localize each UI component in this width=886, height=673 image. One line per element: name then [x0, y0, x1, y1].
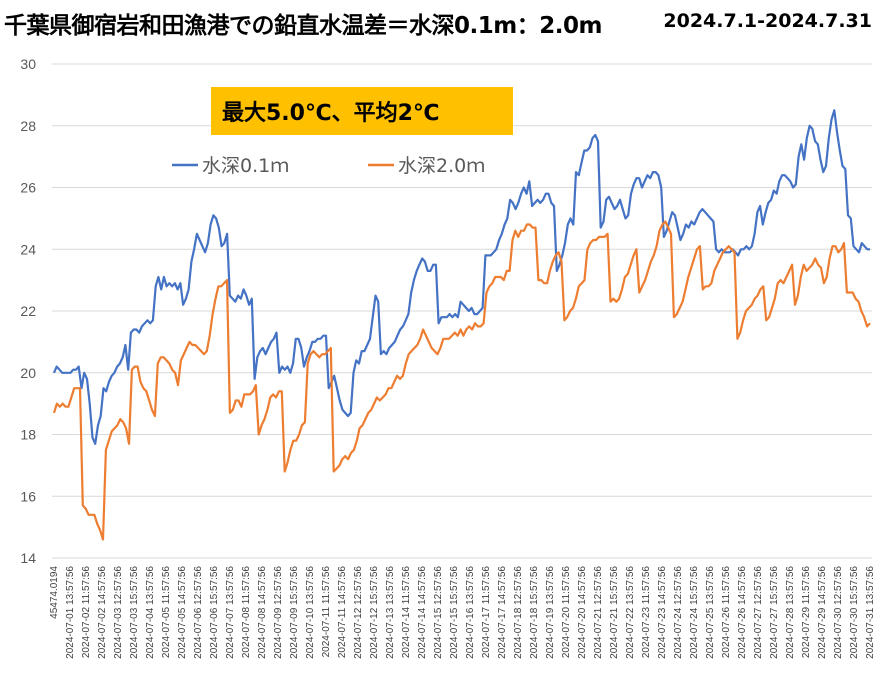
x-tick-label: 2024-07-18 12:57:56: [513, 566, 524, 659]
x-tick-label: 2024-07-29 14:57:56: [817, 566, 828, 659]
x-tick-label: 2024-07-05 14:57:56: [177, 566, 188, 659]
x-tick-label: 2024-07-21 12:57:56: [593, 566, 604, 659]
x-tick-label: 45474.0194: [49, 566, 60, 619]
y-tick-label: 20: [20, 365, 36, 381]
x-tick-label: 2024-07-27 15:57:56: [769, 566, 780, 659]
x-tick-label: 2024-07-11 11:57:56: [321, 566, 332, 658]
chart-period: 2024.7.1-2024.7.31: [663, 10, 872, 32]
y-tick-label: 14: [20, 550, 36, 566]
x-tick-label: 2024-07-07 13:57:56: [225, 566, 236, 659]
x-tick-label: 2024-07-10 13:57:56: [305, 566, 316, 659]
x-tick-label: 2024-07-21 15:57:56: [609, 566, 620, 659]
x-tick-label: 2024-07-12 12:57:56: [353, 566, 364, 659]
x-tick-label: 2024-07-08 11:57:56: [241, 566, 252, 659]
x-tick-label: 2024-07-09 15:57:56: [289, 566, 300, 659]
x-tick-label: 2024-07-19 13:57:56: [545, 566, 556, 659]
chart-title: 千葉県御宿岩和田漁港での鉛直水温差＝水深0.1m：2.0m: [4, 13, 602, 39]
series-line-1: [52, 220, 871, 541]
x-tick-label: 2024-07-27 12:57:56: [753, 566, 764, 659]
x-tick-label: 2024-07-30 12:57:56: [833, 566, 844, 659]
y-tick-label: 22: [20, 303, 36, 319]
x-tick-label: 2024-07-09 12:57:56: [273, 566, 284, 659]
x-tick-label: 2024-07-01 13:57:56: [65, 566, 76, 659]
y-tick-label: 26: [20, 180, 36, 196]
x-tick-label: 2024-07-23 14:57:56: [657, 566, 668, 659]
x-tick-label: 2024-07-11 14:57:56: [337, 566, 348, 659]
x-tick-label: 2024-07-06 12:57:56: [193, 566, 204, 659]
x-tick-label: 2024-07-02 11:57:56: [81, 566, 92, 659]
x-tick-label: 2024-07-13 13:57:56: [385, 566, 396, 659]
x-tick-label: 2024-07-17 11:57:56: [481, 566, 492, 659]
x-tick-label: 2024-07-26 11:57:56: [721, 566, 732, 659]
y-tick-label: 24: [20, 241, 36, 257]
x-tick-label: 2024-07-03 12:57:56: [113, 566, 124, 659]
y-tick-label: 16: [20, 488, 36, 504]
x-tick-label: 2024-07-08 14:57:56: [257, 566, 268, 659]
x-tick-label: 2024-07-31 13:57:56: [865, 566, 876, 659]
annotation-text: 最大5.0℃、平均2℃: [222, 100, 440, 126]
legend-label-0: 水深0.1ｍ: [202, 155, 289, 177]
x-tick-label: 2024-07-16 13:57:56: [465, 566, 476, 659]
x-tick-label: 2024-07-24 15:57:56: [689, 566, 700, 659]
x-tick-label: 2024-07-15 15:57:56: [449, 566, 460, 659]
y-tick-label: 28: [20, 118, 36, 134]
x-tick-label: 2024-07-24 12:57:56: [673, 566, 684, 659]
x-tick-label: 2024-07-14 14:57:56: [417, 566, 428, 659]
x-tick-label: 2024-07-20 14:57:56: [577, 566, 588, 659]
x-tick-label: 2024-07-14 11:57:56: [401, 566, 412, 659]
x-tick-label: 2024-07-18 15:57:56: [529, 566, 540, 659]
x-tick-label: 2024-07-17 14:57:56: [497, 566, 508, 659]
x-tick-label: 2024-07-29 11:57:56: [801, 566, 812, 659]
x-tick-label: 2024-07-02 14:57:56: [97, 566, 108, 659]
x-tick-label: 2024-07-12 15:57:56: [369, 566, 380, 659]
x-tick-label: 2024-07-20 11:57:56: [561, 566, 572, 659]
x-tick-label: 2024-07-23 11:57:56: [641, 566, 652, 659]
legend-label-1: 水深2.0ｍ: [398, 155, 485, 177]
x-tick-label: 2024-07-30 15:57:56: [849, 566, 860, 659]
x-tick-label: 2024-07-26 14:57:56: [737, 566, 748, 659]
y-tick-label: 18: [20, 427, 36, 443]
x-tick-label: 2024-07-03 15:57:56: [129, 566, 140, 659]
x-tick-label: 2024-07-25 13:57:56: [705, 566, 716, 659]
annotation-box: [211, 87, 513, 135]
y-tick-label: 30: [20, 56, 36, 72]
x-tick-label: 2024-07-28 13:57:56: [785, 566, 796, 659]
x-tick-label: 2024-07-15 12:57:56: [433, 566, 444, 659]
x-tick-label: 2024-07-04 13:57:56: [145, 566, 156, 659]
x-tick-label: 2024-07-05 11:57:56: [161, 566, 172, 659]
x-tick-label: 2024-07-06 15:57:56: [209, 566, 220, 659]
x-tick-label: 2024-07-22 13:57:56: [625, 566, 636, 659]
